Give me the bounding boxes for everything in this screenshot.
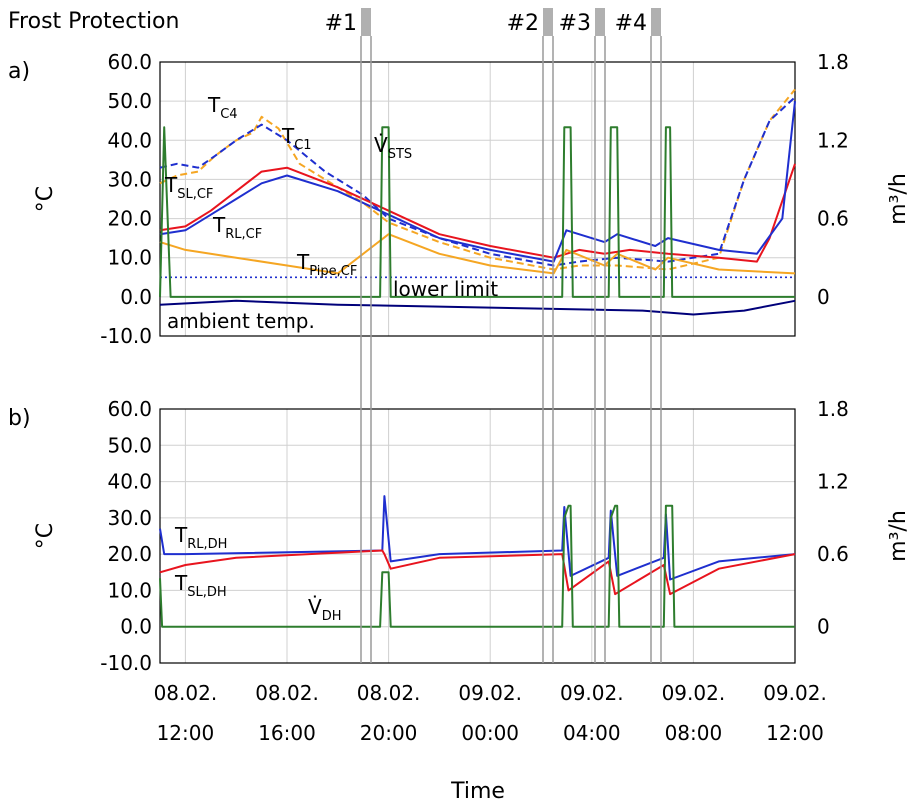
marker-label: #4 — [615, 11, 647, 36]
marker-label: #1 — [325, 11, 357, 36]
marker-tab — [361, 8, 371, 36]
annotation: TSL,CF — [164, 173, 213, 202]
annotation-subscript: C1 — [294, 138, 311, 153]
x-tick-label: 08.02. — [154, 681, 218, 705]
y-tick-label: 40.0 — [107, 470, 152, 494]
y-tick-label: 30.0 — [107, 167, 152, 191]
y2-tick-label: 0.6 — [817, 207, 849, 231]
annotation: V̇DH — [308, 595, 341, 624]
annotation-subscript: Pipe,CF — [309, 264, 357, 279]
y-tick-label: 60.0 — [107, 397, 152, 421]
panel-b: b) 60.0 50.0 40.0 30.0 20.0 10.0 0.0 -10.0 1.8 1.2… — [8, 397, 911, 745]
annotation-subscript: SL,CF — [177, 187, 213, 202]
x-axis-label: Time — [450, 779, 505, 804]
x-tick-label: 00:00 — [461, 721, 519, 745]
y-axis-label: °C — [33, 523, 58, 549]
annotation-subscript: DH — [322, 609, 342, 624]
series-line — [159, 495, 796, 581]
y2-tick-label: 0.6 — [817, 542, 849, 566]
annotation: TSL,DH — [174, 571, 227, 600]
y2-tick-label: 1.8 — [817, 50, 849, 74]
x-tick-label: 12:00 — [766, 721, 824, 745]
panel-label: a) — [8, 59, 30, 84]
y2-axis-label: m³/h — [886, 510, 911, 562]
annotation: TRL,CF — [212, 213, 262, 242]
y-tick-label: 40.0 — [107, 128, 152, 152]
x-tick-label: 09.02. — [560, 681, 624, 705]
marker-tab — [651, 8, 661, 36]
annotation: ambient temp. — [167, 309, 315, 333]
y2-axis-label: m³/h — [886, 173, 911, 225]
series-line — [159, 299, 796, 316]
series-line — [159, 126, 795, 298]
panel-label: b) — [8, 406, 31, 431]
series-line — [159, 504, 795, 628]
marker-tab — [543, 8, 553, 36]
y-tick-label: 0.0 — [120, 285, 152, 309]
series-line — [159, 549, 796, 596]
x-tick-label: 20:00 — [360, 721, 418, 745]
annotation: TRL,DH — [174, 523, 227, 552]
y-axis-label: °C — [33, 186, 58, 212]
y-tick-label: 60.0 — [107, 50, 152, 74]
x-tick-label: 04:00 — [563, 721, 621, 745]
annotation-subscript: STS — [388, 147, 412, 162]
y-tick-label: 30.0 — [107, 506, 152, 530]
plot-frame — [159, 408, 796, 664]
y-tick-label: -10.0 — [100, 324, 152, 348]
x-tick-label: 08.02. — [357, 681, 421, 705]
x-tick-label: 09.02. — [662, 681, 726, 705]
x-tick-label: 09.02. — [763, 681, 827, 705]
annotation: TPipe,CF — [296, 250, 357, 279]
marker-label: #2 — [507, 11, 539, 36]
annotation-subscript: SL,DH — [187, 585, 226, 600]
series-line — [159, 100, 796, 263]
annotation-subscript: C4 — [220, 107, 237, 122]
y2-tick-label: 0 — [817, 615, 830, 639]
chart-title: Frost Protection — [8, 9, 179, 34]
y2-tick-label: 0 — [817, 285, 830, 309]
annotation: V̇STS — [374, 133, 412, 162]
x-tick-label: 09.02. — [458, 681, 522, 705]
series-line — [159, 163, 796, 263]
annotation: TC1 — [281, 124, 312, 153]
annotation: TC4 — [207, 93, 238, 122]
plot-frame — [159, 61, 796, 337]
x-tick-label: 08.02. — [255, 681, 319, 705]
marker-tab — [595, 8, 605, 36]
y2-tick-label: 1.8 — [817, 397, 849, 421]
y-tick-label: 10.0 — [107, 246, 152, 270]
y-tick-label: 10.0 — [107, 578, 152, 602]
y-tick-label: 50.0 — [107, 89, 152, 113]
y-tick-label: -10.0 — [100, 651, 152, 675]
x-tick-label: 12:00 — [157, 721, 215, 745]
annotation-subscript: RL,DH — [187, 537, 227, 552]
y2-tick-label: 1.2 — [817, 128, 849, 152]
y-tick-label: 0.0 — [120, 615, 152, 639]
x-tick-label: 08:00 — [665, 721, 723, 745]
annotation-subscript: RL,CF — [225, 227, 262, 242]
event-markers: #1 #2 #3 #4 — [325, 8, 662, 663]
y2-tick-label: 1.2 — [817, 470, 849, 494]
y-tick-label: 50.0 — [107, 433, 152, 457]
annotation: lower limit — [393, 277, 498, 301]
panel-a: a) 60.0 50.0 40.0 30.0 20.0 10.0 0.0 -10.0 1.8 1.2… — [8, 50, 911, 348]
y-tick-label: 20.0 — [107, 542, 152, 566]
series-line — [159, 96, 796, 267]
y-tick-label: 20.0 — [107, 207, 152, 231]
x-tick-label: 16:00 — [258, 721, 316, 745]
marker-label: #3 — [559, 11, 591, 36]
